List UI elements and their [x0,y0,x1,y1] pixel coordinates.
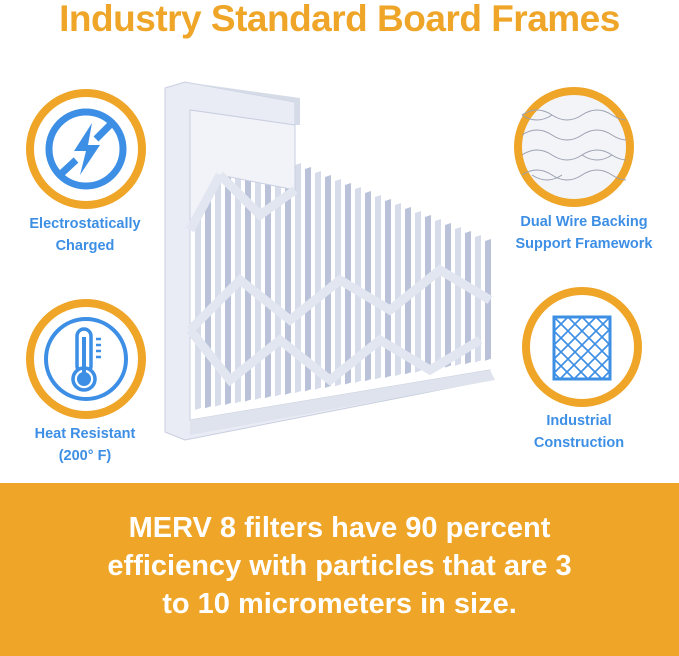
filter-pleat [275,155,281,397]
label-line: Industrial [546,413,612,429]
wire-mesh-photo [522,109,626,181]
filter-pleat [365,191,371,382]
filter-pleat [455,227,461,366]
filter-pleat [315,171,321,390]
filter-pleat [445,223,451,368]
merv-info-banner: MERV 8 filters have 90 percent efficienc… [0,483,679,656]
label-line: Dual Wire Backing [520,214,648,230]
label-line: (200° F) [58,448,112,464]
filter-pleat [265,151,271,399]
banner-text: MERV 8 filters have 90 percent efficienc… [0,509,679,623]
banner-line: MERV 8 filters have 90 percent [128,512,551,544]
filter-pleat [385,199,391,378]
filter-pleat [425,215,431,371]
label-line: Charged [55,238,115,254]
filter-pleat [375,195,381,380]
grid-frame-icon [552,315,612,381]
page-title: Industry Standard Board Frames [59,0,620,39]
banner-line: to 10 micrometers in size. [162,588,517,620]
filter-pleat [475,235,481,363]
filter-pleat [465,231,471,365]
filter-pleat [225,135,231,405]
filter-pleat [235,139,241,404]
banner-line: efficiency with particles that are 3 [107,550,572,582]
filter-pleat [285,159,291,395]
feature-label-wire-backing: Dual Wire Backing Support Framework [499,211,669,255]
label-line: Electrostatically [29,216,141,232]
feature-label-industrial: Industrial Construction [494,410,664,454]
feature-label-heat: Heat Resistant (200° F) [0,423,170,467]
label-line: Heat Resistant [34,426,136,442]
label-line: Support Framework [515,236,653,252]
thermometer-icon [44,317,128,401]
filter-pleat [305,167,311,392]
feature-circle-heat [26,299,146,419]
feature-label-electrostatic: Electrostatically Charged [0,213,170,257]
no-static-lightning-icon [45,108,127,190]
feature-circle-wire-backing [514,87,634,207]
filter-pleat [295,163,301,393]
filter-pleat [215,131,221,407]
filter-pleat [355,187,361,383]
feature-circle-electrostatic [26,89,146,209]
label-line: Construction [533,435,625,451]
feature-circle-industrial [522,287,642,407]
filter-pleat [325,175,331,388]
filter-pleat [435,219,441,370]
air-filter-illustration [164,81,495,441]
filter-pleat [395,203,401,376]
